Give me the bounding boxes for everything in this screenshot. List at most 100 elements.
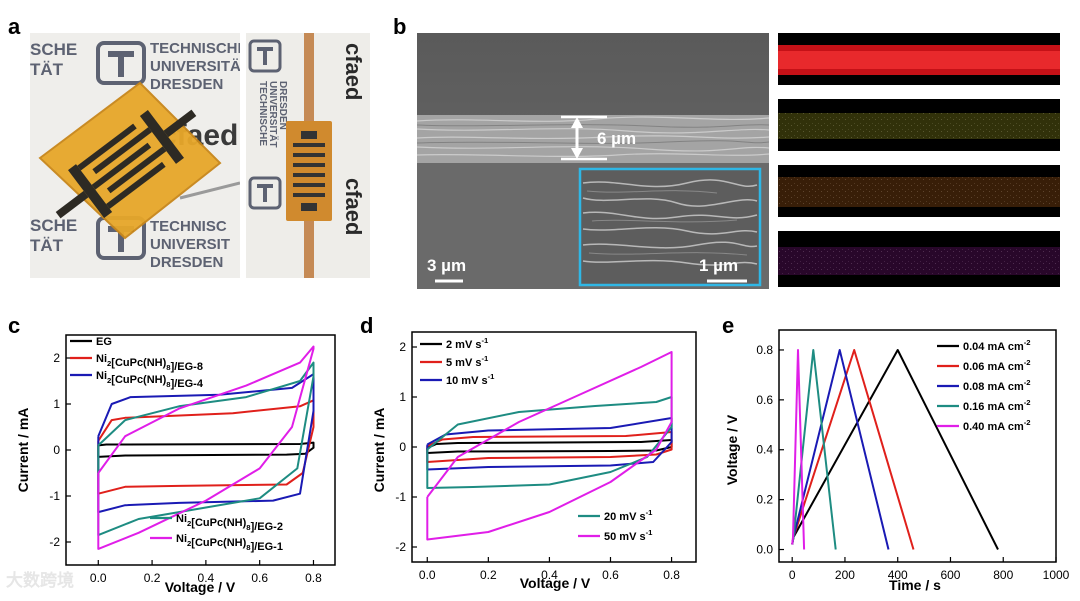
series-line-1: [97, 399, 315, 495]
y-tick-label: -1: [395, 490, 406, 504]
legend: 2 mV s-1 5 mV s-1 10 mV s-1 20 mV s-1 50 mV …: [420, 336, 653, 543]
x-tick-label: 0: [789, 568, 796, 582]
y-tick-label: -2: [49, 535, 60, 549]
x-tick-label: 0.2: [480, 568, 497, 582]
series-line-3: [97, 361, 315, 537]
y-tick-label: 0.2: [756, 493, 773, 507]
legend: EG Ni2[CuPc(NH)8]/EG-8Ni2[CuPc(NH)8]/EG-4…: [70, 336, 283, 553]
logo-text: TECHNISC: [150, 218, 227, 235]
cv-chart-scan-rates: 0.0 0.2 0.4 0.6 0.8 -2 -1 0 1 2 Voltage / V Curre…: [371, 331, 697, 591]
logo-text: UNIVERSIT: [150, 236, 230, 253]
gcd-chart: 0 200 400 600 800 1000 0.0 0.2 0.4 0.6 0.8 Time / …: [724, 329, 1070, 593]
y-tick-label: 0: [399, 440, 406, 454]
x-tick-label: 0.2: [144, 571, 161, 585]
series-line-2: [791, 349, 890, 550]
scale-bar-label: 3 µm: [427, 256, 466, 275]
legend-label: Ni2[CuPc(NH)8]/EG-8: [96, 353, 203, 373]
y-tick-label: 1: [53, 397, 60, 411]
legend: 0.04 mA cm-2 0.06 mA cm-2 0.08 mA cm-2 0.16…: [937, 338, 1031, 433]
legend-label: EG: [96, 336, 112, 348]
y-axis-label: Voltage / V: [724, 414, 740, 485]
logo-text: TÄT: [30, 236, 64, 255]
vertical-logo-text: TECHNISCHE: [257, 81, 268, 146]
x-tick-label: 0.6: [251, 571, 268, 585]
series-line-4: [97, 345, 315, 550]
series-line-2: [426, 417, 673, 471]
logo-text: TECHNISCHE: [150, 40, 240, 57]
y-tick-label: -1: [49, 489, 60, 503]
edx-maps: [778, 33, 1060, 287]
x-tick-label: 200: [835, 568, 855, 582]
interdigitated-electrode: [55, 109, 197, 219]
y-tick-label: 0.8: [756, 343, 773, 357]
series-line-0: [97, 441, 315, 458]
tweezer: [179, 181, 240, 200]
gcd-curves: [791, 349, 999, 550]
legend-label: 20 mV s-1: [604, 508, 653, 523]
x-tick-label: 600: [940, 568, 960, 582]
cv-chart-samples: 0.0 0.2 0.4 0.6 0.8 -2 -1 0 1 2 Voltage / V Curre…: [15, 334, 336, 595]
series-line-3: [426, 396, 673, 489]
x-tick-label: 0.4: [541, 568, 558, 582]
logo-text: DRESDEN: [150, 76, 223, 93]
legend-label: 2 mV s-1: [446, 336, 489, 351]
y-tick-label: 2: [399, 340, 406, 354]
logo-text: TÄT: [30, 60, 64, 79]
legend-label: 10 mV s-1: [446, 372, 495, 387]
tu-logo-icon: [248, 39, 282, 73]
x-tick-label: 0.8: [305, 571, 322, 585]
legend-label: 0.08 mA cm-2: [963, 378, 1031, 393]
legend-label: 5 mV s-1: [446, 354, 489, 369]
x-tick-label: 0.8: [663, 568, 680, 582]
x-axis-label: Voltage / V: [520, 575, 591, 591]
vertical-logo-text: UNIVERSITÄT: [267, 81, 280, 148]
legend-label: 0.04 mA cm-2: [963, 338, 1031, 353]
legend-label: 50 mV s-1: [604, 528, 653, 543]
y-tick-label: 0.4: [756, 443, 773, 457]
y-axis-label: Current / mA: [371, 408, 387, 493]
panel-label-e: e: [722, 313, 735, 338]
x-tick-label: 400: [888, 568, 908, 582]
cv-curves: [426, 351, 673, 541]
cv-curves: [97, 345, 315, 550]
legend-label: Ni2[CuPc(NH)8]/EG-1: [176, 533, 283, 553]
x-tick-label: 800: [993, 568, 1013, 582]
edx-map-orange: [778, 165, 1060, 217]
series-line-4: [791, 349, 806, 550]
logo-text: SCHE: [30, 216, 77, 235]
device-photo-packaged: TECHNISCHE UNIVERSITÄT DRESDEN cfaed cfa…: [246, 33, 370, 278]
logo-text: UNIVERSITÄT: [150, 58, 240, 75]
plot-frame: [778, 329, 1057, 563]
edx-map-yellow: [778, 99, 1060, 151]
y-axis-label: Current / mA: [15, 408, 31, 493]
edx-map-red: [778, 33, 1060, 85]
axis-ticks: 0.0 0.2 0.4 0.6 0.8 -2 -1 0 1 2: [395, 340, 680, 582]
cfaed-vertical-text: cfaed: [341, 178, 366, 235]
edx-map-purple: [778, 231, 1060, 287]
thickness-arrow: [561, 115, 607, 161]
axis-ticks: 0 200 400 600 800 1000 0.0 0.2 0.4 0.6 0.8: [756, 343, 1069, 582]
cfaed-vertical-text: cfaed: [341, 43, 366, 100]
axis-ticks: 0.0 0.2 0.4 0.6 0.8 -2 -1 0 1 2: [49, 351, 322, 585]
series-line-4: [426, 351, 673, 541]
y-tick-label: -2: [395, 540, 406, 554]
legend-label: 0.40 mA cm-2: [963, 418, 1031, 433]
x-tick-label: 0.0: [419, 568, 436, 582]
y-tick-label: 2: [53, 351, 60, 365]
logo-text: SCHE: [30, 40, 77, 59]
y-tick-label: 0.6: [756, 393, 773, 407]
x-tick-label: 0.4: [198, 571, 215, 585]
panel-label-c: c: [8, 313, 21, 338]
device-photo-flexible: SCHE TÄT TECHNISCHE UNIVERSITÄT DRESDEN …: [30, 33, 240, 278]
series-line-2: [97, 373, 315, 514]
sem-inset: 1 µm: [578, 167, 762, 287]
x-axis-label: Voltage / V: [165, 579, 236, 595]
x-axis-label: Time / s: [889, 577, 941, 593]
sem-cross-section: 6 µm 3 µm 1 µm: [417, 33, 769, 289]
series-line-1: [426, 431, 673, 463]
series-line-0: [791, 349, 999, 550]
panel-label-b: b: [393, 14, 407, 39]
y-tick-label: 0: [53, 443, 60, 457]
legend-label: Ni2[CuPc(NH)8]/EG-2: [176, 513, 283, 533]
y-tick-label: 0.0: [756, 543, 773, 557]
